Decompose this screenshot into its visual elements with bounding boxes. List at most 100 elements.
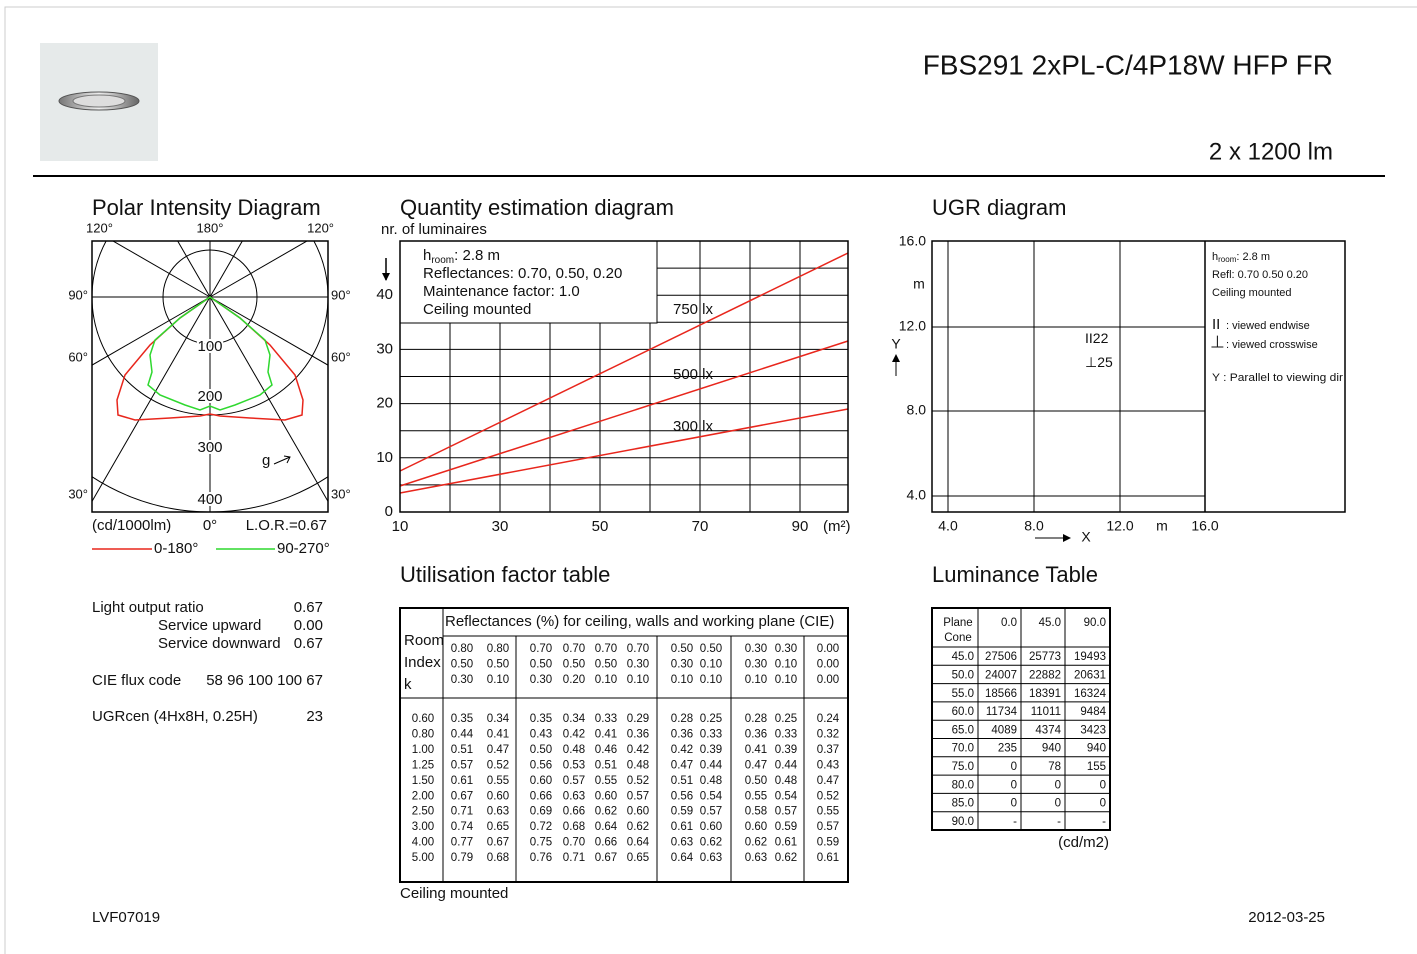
uf-cell: 0.71 [451, 806, 473, 818]
x-tick-label: 50 [592, 518, 609, 535]
luminance-cell: 0 [1055, 779, 1061, 791]
uf-cell: 0.61 [775, 837, 797, 849]
polar-ray [92, 296, 211, 366]
uf-cell: 0.62 [700, 837, 722, 849]
cone-angle: 75.0 [952, 761, 974, 773]
document-date: 2012-03-25 [1248, 909, 1325, 926]
polar-frame [91, 240, 329, 513]
uf-cell: 0.41 [745, 744, 767, 756]
reflectance-cell: 0.50 [451, 659, 473, 671]
reflectance-cell: 0.50 [530, 659, 552, 671]
uf-cell: 0.68 [487, 852, 509, 864]
luminance-cell: 4089 [991, 724, 1017, 736]
luminance-cell: 27506 [985, 651, 1017, 663]
summary-label: CIE flux code [92, 672, 181, 689]
uf-cell: 0.65 [487, 821, 509, 833]
section-title: Luminance Table [932, 562, 1098, 587]
uf-cell: 0.52 [817, 790, 839, 802]
luminance-cell: 18566 [985, 688, 1017, 700]
uf-cell: 0.63 [671, 837, 693, 849]
uf-cell: 0.51 [595, 759, 617, 771]
uf-cell: 0.54 [700, 790, 723, 802]
reflectance-cell: 0.10 [671, 674, 693, 686]
uf-cell: 0.71 [563, 852, 585, 864]
uf-cell: 0.60 [595, 790, 617, 802]
uf-cell: 0.33 [700, 728, 722, 740]
angle-label: 30° [331, 486, 351, 501]
document-code: LVF07019 [92, 909, 160, 926]
uf-cell: 0.79 [451, 852, 473, 864]
direction-arrow [273, 455, 291, 465]
cone-angle: 70.0 [952, 743, 974, 755]
uf-cell: 0.44 [700, 759, 723, 771]
uf-cell: 0.53 [563, 759, 585, 771]
luminance-cell: 155 [1087, 761, 1106, 773]
uf-cell: 0.52 [487, 759, 509, 771]
reflectance-cell: 0.10 [700, 659, 722, 671]
reflectance-cell: 0.00 [817, 659, 839, 671]
reflectance-cell: 0.50 [487, 659, 509, 671]
y-tick-label: 30 [376, 340, 393, 357]
uf-cell: 0.65 [627, 852, 649, 864]
angle-label: 180° [197, 220, 224, 235]
uf-cell: 0.47 [817, 775, 839, 787]
uf-cell: 0.48 [775, 775, 797, 787]
luminance-cell: 9484 [1080, 706, 1106, 718]
luminance-cell: 18391 [1029, 688, 1061, 700]
uf-cell: 0.62 [627, 821, 649, 833]
uf-cell: 0.61 [451, 775, 473, 787]
corner-label: Cone [944, 632, 972, 644]
uf-cell: 0.39 [775, 744, 797, 756]
table-header: Reflectances (%) for ceiling, walls and … [445, 613, 834, 630]
uf-cell: 0.60 [627, 806, 649, 818]
polar-ray [209, 296, 328, 503]
info-h-sub: room [431, 255, 454, 266]
uf-cell: 0.33 [595, 713, 617, 725]
luminance-cell: 16324 [1074, 688, 1107, 700]
reflectance-cell: 0.10 [700, 674, 722, 686]
reflectance-cell: 0.70 [563, 643, 585, 655]
uf-cell: 0.70 [563, 837, 585, 849]
plot-frame [399, 240, 849, 513]
document-title: FBS291 2xPL-C/4P18W HFP FR [923, 49, 1333, 80]
cone-angle: 85.0 [952, 798, 974, 810]
uf-cell: 0.50 [530, 744, 552, 756]
uf-cell: 0.59 [775, 821, 797, 833]
room-index-label: Room [404, 632, 444, 649]
quantity-line [399, 408, 849, 494]
luminance-cell: 0 [1011, 761, 1017, 773]
reflectance-cell: 0.00 [817, 674, 839, 686]
unit-label: (cd/m2) [1058, 834, 1109, 851]
reflectance-cell: 0.30 [745, 643, 767, 655]
angle-label: 90° [68, 287, 88, 302]
info-h-value: : 2.8 m [454, 247, 500, 264]
luminance-cell: 0 [1100, 798, 1106, 810]
uf-cell: 0.74 [451, 821, 474, 833]
uf-cell: 0.48 [627, 759, 649, 771]
luminance-cell: 22882 [1029, 669, 1061, 681]
reflectance-cell: 0.80 [451, 643, 473, 655]
room-index-label: Index [404, 654, 441, 671]
note: hroom: 2.8 m [1212, 251, 1270, 264]
uf-cell: 0.75 [530, 837, 552, 849]
axis-arrow-head [1063, 534, 1071, 542]
reflectance-cell: 0.00 [817, 643, 839, 655]
y-tick-label: 40 [376, 286, 393, 303]
section-title: UGR diagram [932, 195, 1066, 220]
uf-cell: 0.48 [700, 775, 722, 787]
uf-cell: 0.24 [817, 713, 840, 725]
uf-cell: 0.67 [451, 790, 473, 802]
uf-cell: 0.59 [817, 837, 839, 849]
uf-cell: 0.60 [530, 775, 552, 787]
polar-ray [209, 241, 308, 298]
uf-cell: 0.36 [627, 728, 649, 740]
radial-label: 300 [197, 439, 222, 456]
uf-cell: 0.60 [700, 821, 722, 833]
summary-label: UGRcen (4Hx8H, 0.25H) [92, 708, 258, 725]
reflectance-cell: 0.30 [671, 659, 693, 671]
cone-angle: 45.0 [952, 651, 974, 663]
luminance-cell: 11011 [1031, 706, 1061, 718]
uf-cell: 0.43 [817, 759, 839, 771]
angle-label: 90° [331, 287, 351, 302]
info-line: hroom: 2.8 m [423, 247, 500, 266]
